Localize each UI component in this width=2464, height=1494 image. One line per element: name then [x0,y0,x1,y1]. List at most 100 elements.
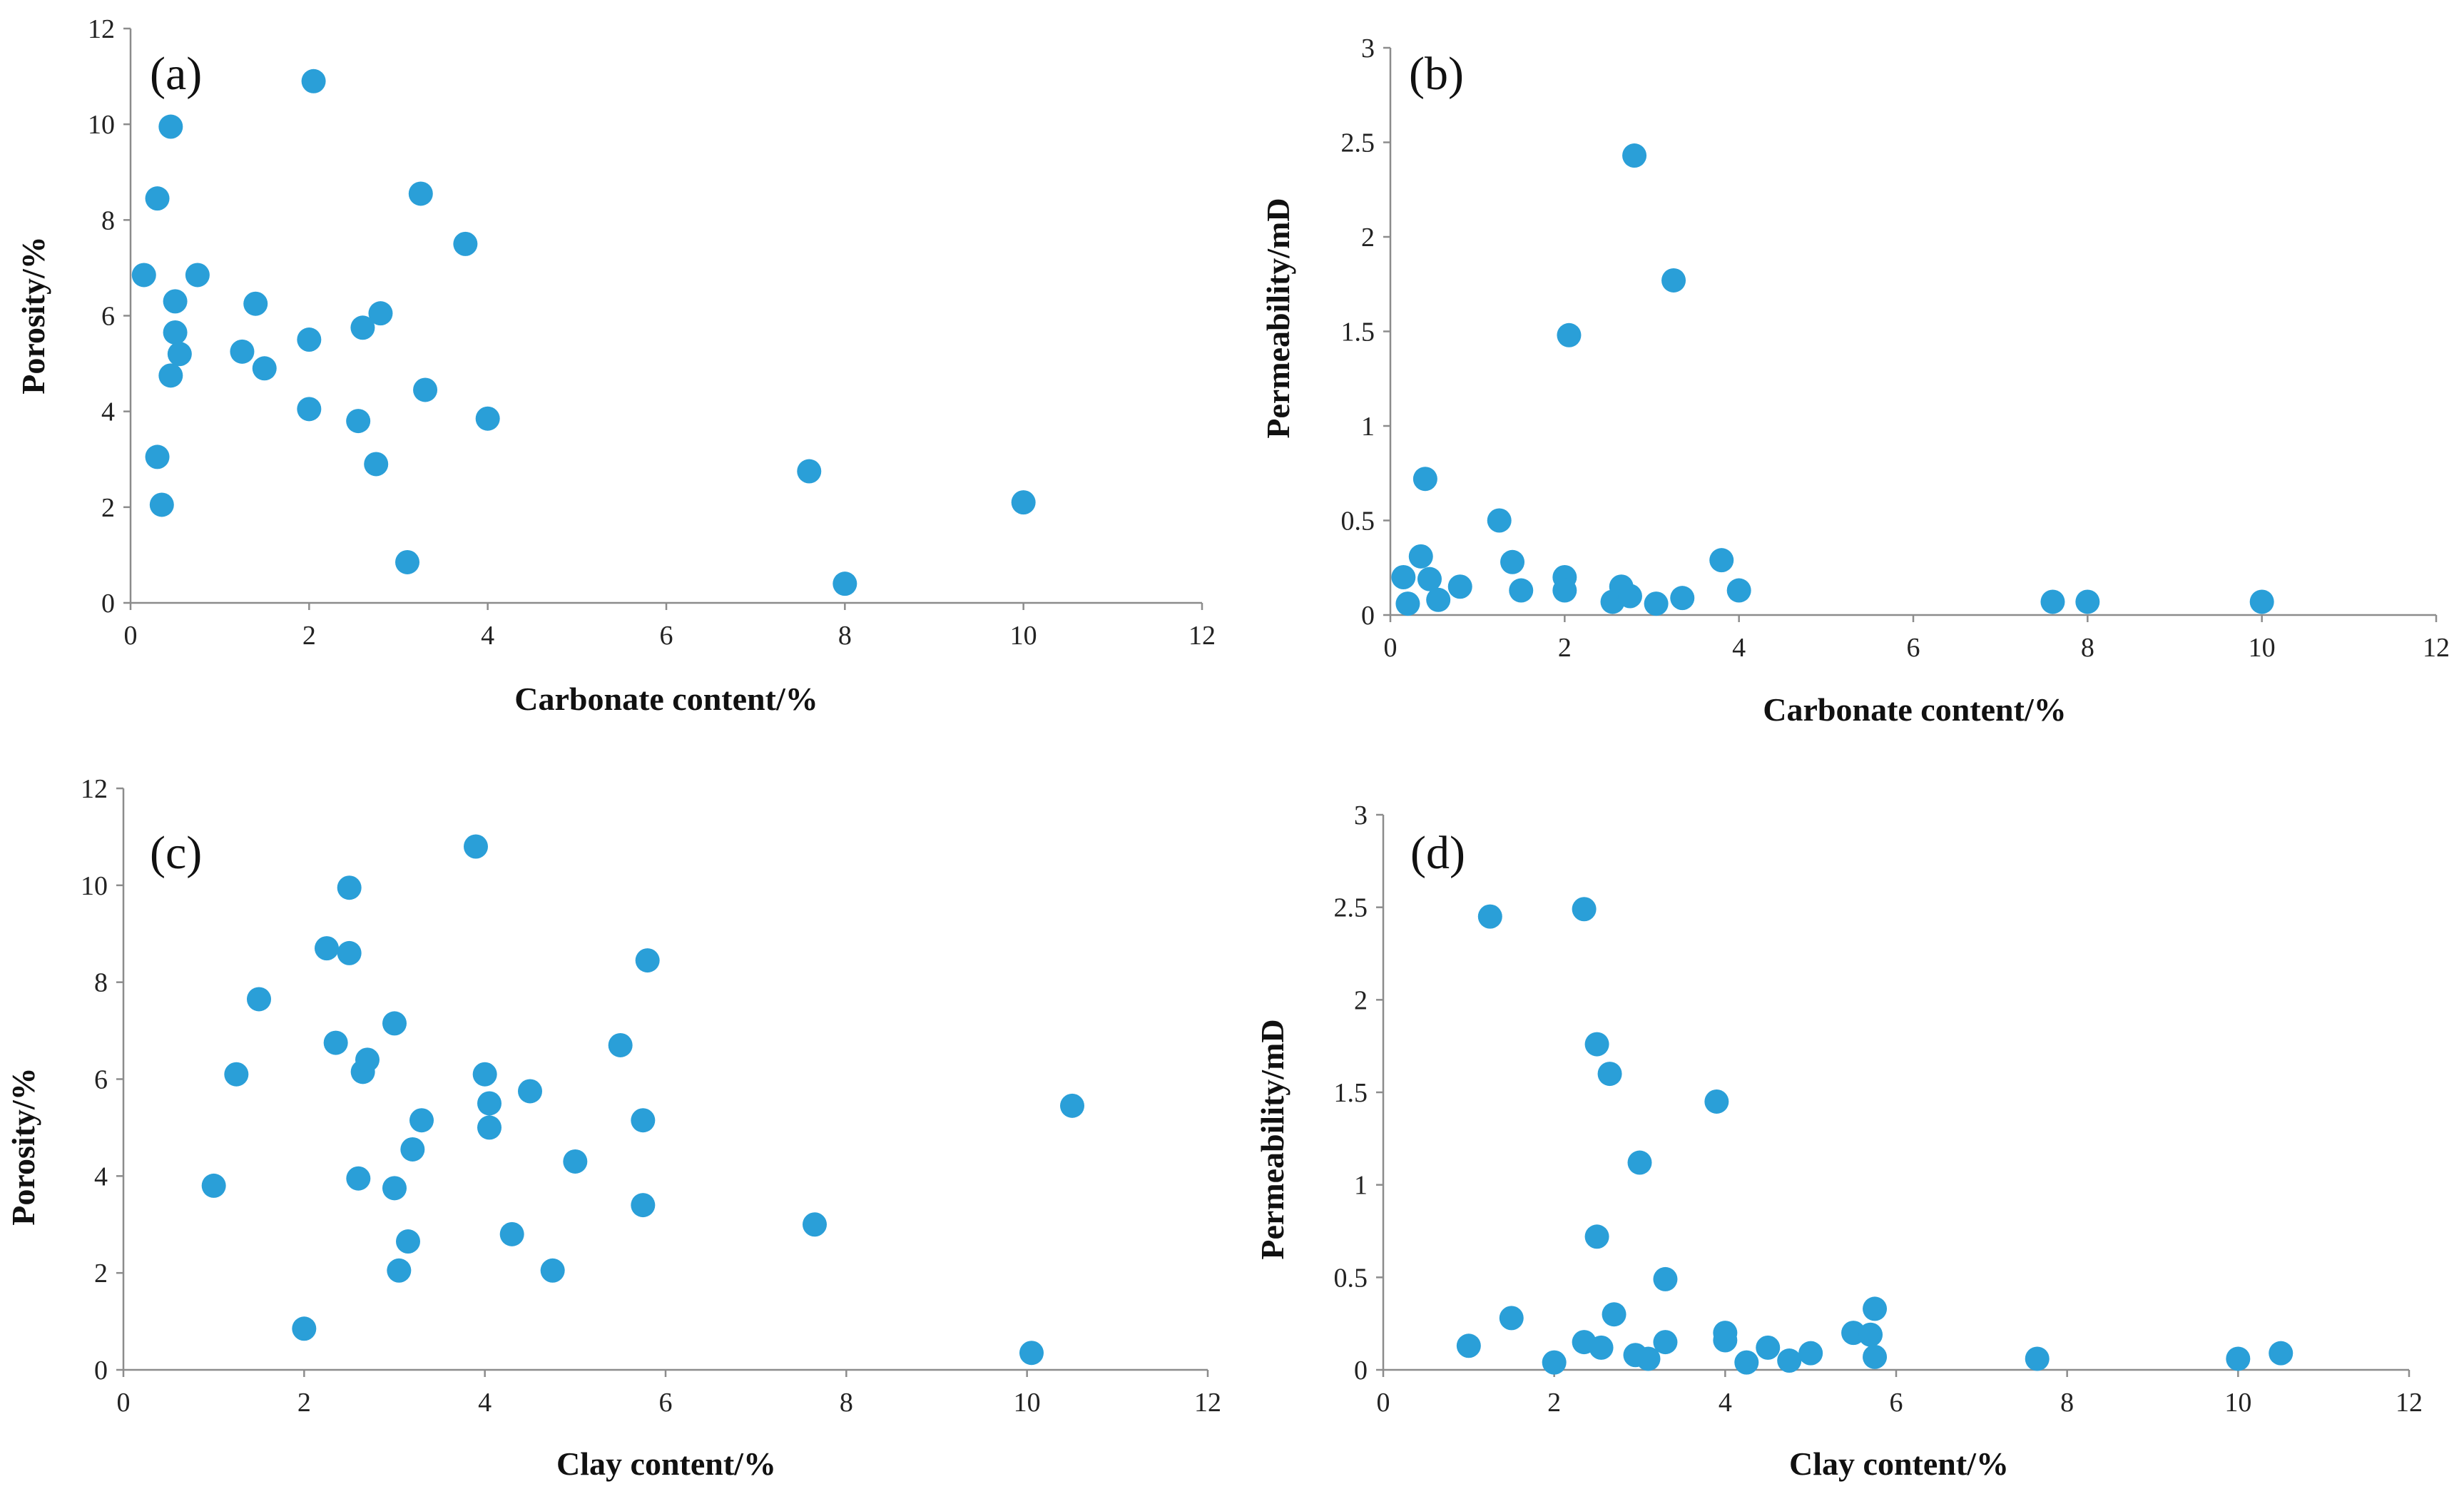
data-point [1636,1346,1661,1371]
x-tick-label: 6 [659,1388,673,1418]
data-point [292,1316,317,1341]
data-point [477,1115,502,1140]
data-point [631,1193,656,1218]
y-tick-label: 2 [101,493,115,523]
y-tick-label: 0.5 [1334,1263,1368,1293]
data-point [247,987,271,1012]
data-point [1597,1062,1622,1087]
y-tick-label: 10 [81,871,108,901]
data-point [2040,589,2065,614]
data-point [252,356,277,381]
data-point [382,1011,407,1036]
y-tick-label: 1 [1354,1171,1368,1201]
data-point [1589,1335,1614,1360]
data-point [1395,591,1420,616]
x-tick-label: 12 [1188,621,1216,651]
data-point [315,936,339,961]
data-point [1704,1089,1729,1114]
data-point [131,263,156,288]
data-point [201,1173,226,1198]
data-point [1426,587,1451,612]
panel-label: (c) [150,827,202,879]
x-tick-label: 8 [838,621,852,651]
data-point [230,339,255,364]
data-point [563,1149,588,1174]
data-point [243,291,268,316]
data-point [1584,1032,1609,1057]
y-tick-label: 10 [88,110,115,140]
y-axis-title: Permeability/mD [1254,1019,1290,1259]
data-point [396,1229,420,1254]
data-point [475,406,500,431]
x-tick-label: 10 [1010,621,1037,651]
y-tick-label: 6 [101,302,115,332]
data-point [1499,1306,1524,1331]
x-tick-label: 8 [2081,633,2094,663]
data-point [833,571,857,596]
x-tick-label: 10 [2224,1388,2251,1418]
data-point [337,875,362,900]
data-point [382,1176,407,1201]
data-point [2269,1341,2294,1366]
x-tick-label: 12 [2423,633,2450,663]
x-tick-label: 0 [1384,633,1398,663]
data-point [1542,1350,1567,1375]
data-point [1412,467,1437,492]
y-tick-label: 2 [94,1259,108,1289]
data-point [1627,1150,1652,1175]
data-point [163,320,188,345]
x-tick-label: 4 [478,1388,492,1418]
data-point [464,834,488,859]
data-point [1011,490,1036,515]
y-tick-label: 3 [1361,34,1375,63]
y-tick-label: 0 [101,589,115,619]
data-point [1487,508,1512,533]
data-point [301,68,326,93]
data-point [158,114,183,139]
y-axis-title: Porosity/% [15,236,51,394]
y-axis-title: Permeability/mD [1260,198,1296,438]
data-point [1408,544,1433,569]
data-point [368,301,393,326]
data-point [1602,1302,1626,1327]
x-axis-title: Clay content/% [556,1445,776,1482]
data-point [1477,904,1502,929]
y-tick-label: 0 [1361,601,1375,631]
data-point [1713,1328,1738,1353]
panel-label: (d) [1410,827,1465,879]
y-tick-label: 4 [101,397,115,427]
panel-label: (b) [1409,48,1464,100]
y-tick-label: 8 [94,968,108,998]
data-point [631,1108,656,1133]
data-point [803,1212,827,1237]
data-point [472,1062,497,1087]
data-point [1734,1350,1759,1375]
x-tick-label: 2 [297,1388,311,1418]
data-point [355,1047,380,1072]
y-tick-label: 12 [88,14,115,44]
data-point [167,342,192,367]
data-point [518,1079,542,1104]
y-tick-label: 1 [1361,412,1375,442]
data-point [408,181,433,206]
data-point [1456,1333,1481,1358]
data-point [364,452,389,477]
y-tick-label: 2.5 [1334,893,1368,923]
y-tick-label: 6 [94,1065,108,1095]
x-axis-title: Carbonate content/% [514,681,818,717]
x-tick-label: 12 [1194,1388,1221,1418]
x-tick-label: 10 [2249,633,2276,663]
y-tick-label: 2.5 [1341,128,1375,158]
x-tick-label: 2 [1558,633,1572,663]
y-tick-label: 3 [1354,801,1368,830]
data-point [1572,897,1597,922]
data-point [1661,268,1686,293]
x-axis-title: Clay content/% [1789,1445,2009,1482]
data-point [635,948,660,973]
data-point [797,459,822,484]
data-point [608,1032,633,1057]
data-point [1670,586,1695,611]
data-point [2249,589,2274,614]
data-point [158,363,183,388]
